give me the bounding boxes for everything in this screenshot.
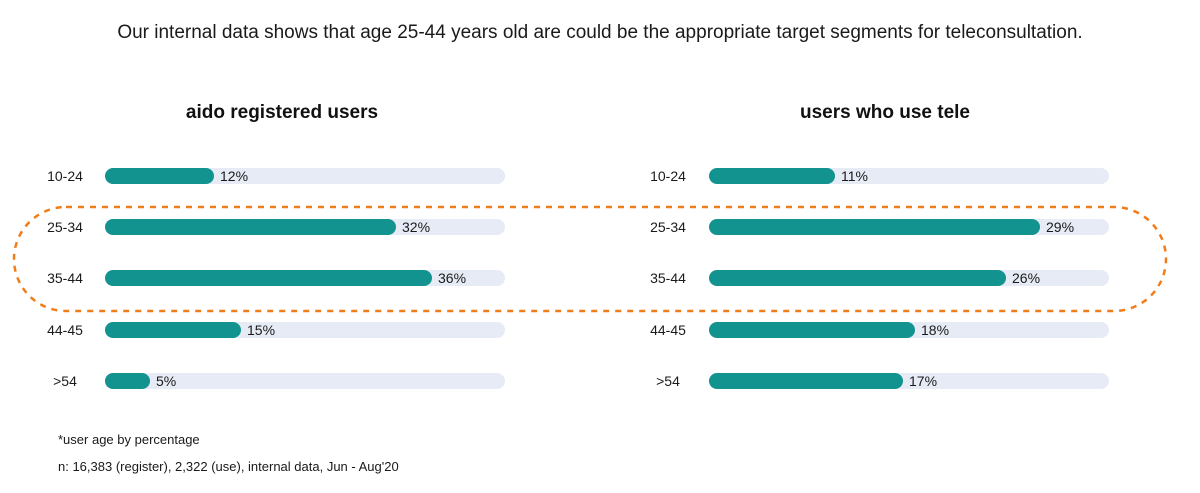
category-label: 35-44 [650, 270, 686, 286]
category-label: 10-24 [650, 168, 686, 184]
category-label: 35-44 [47, 270, 83, 286]
bar [709, 270, 1006, 286]
bar [709, 373, 903, 389]
bar [709, 219, 1040, 235]
data-label: 12% [220, 168, 249, 184]
highlight-dashed-rect [12, 205, 1168, 313]
bar [105, 322, 241, 338]
bar [105, 270, 432, 286]
data-label: 26% [1012, 270, 1041, 286]
bar-track [709, 322, 1109, 338]
bar-track [709, 373, 1109, 389]
data-label: 32% [402, 219, 431, 235]
data-label: 18% [921, 322, 950, 338]
category-label: 10-24 [47, 168, 83, 184]
bar-track [105, 270, 505, 286]
data-label: 15% [247, 322, 276, 338]
bar [105, 373, 150, 389]
bar-track [105, 219, 505, 235]
category-label: >54 [656, 373, 680, 389]
category-label: 25-34 [650, 219, 686, 235]
bar-track [105, 322, 505, 338]
chart-title: aido registered users [185, 102, 379, 123]
bar [105, 219, 396, 235]
data-label: 17% [909, 373, 938, 389]
bar-track [709, 270, 1109, 286]
bar-track [709, 168, 1109, 184]
bar-track [105, 168, 505, 184]
data-label: 29% [1046, 219, 1075, 235]
bar-track [105, 373, 505, 389]
footnote-sample: n: 16,383 (register), 2,322 (use), inter… [58, 459, 399, 474]
data-label: 36% [438, 270, 467, 286]
data-label: 11% [841, 168, 868, 184]
category-label: >54 [53, 373, 77, 389]
category-label: 44-45 [650, 322, 686, 338]
bar [105, 168, 214, 184]
bar-track [709, 219, 1109, 235]
bar [709, 322, 915, 338]
data-label: 5% [156, 373, 177, 389]
chart-title: users who use tele [799, 102, 970, 123]
category-label: 25-34 [47, 219, 83, 235]
footnote-age: *user age by percentage [58, 432, 200, 447]
category-label: 44-45 [47, 322, 83, 338]
bar [709, 168, 835, 184]
headline: Our internal data shows that age 25-44 y… [117, 22, 1083, 43]
